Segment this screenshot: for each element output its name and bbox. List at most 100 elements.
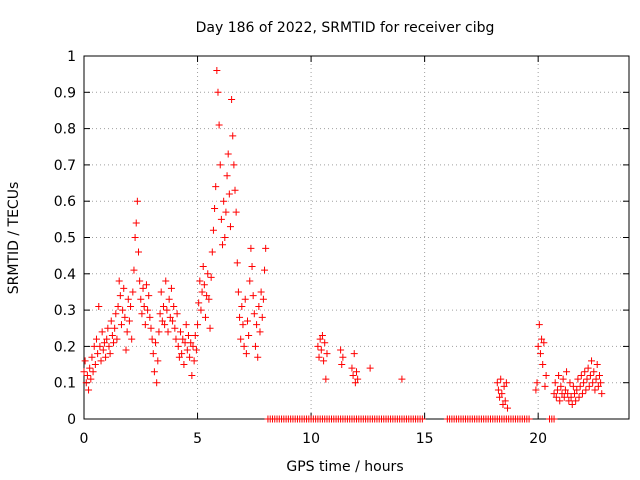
- data-point: [581, 368, 589, 376]
- data-point: [104, 324, 112, 332]
- data-point: [200, 281, 208, 289]
- data-point: [86, 364, 94, 372]
- data-point: [231, 186, 239, 194]
- data-point: [551, 379, 559, 387]
- data-point: [156, 310, 164, 318]
- data-point: [100, 339, 108, 347]
- data-point: [542, 371, 550, 379]
- data-point: [205, 295, 213, 303]
- data-point: [315, 353, 323, 361]
- data-point: [598, 390, 606, 398]
- data-point: [552, 393, 560, 401]
- data-point: [577, 371, 585, 379]
- data-point: [555, 371, 563, 379]
- data-point: [99, 346, 107, 354]
- y-tick-label: 0.6: [54, 194, 76, 210]
- data-point: [354, 375, 362, 383]
- data-point: [112, 310, 120, 318]
- data-point: [186, 353, 194, 361]
- data-point: [123, 328, 131, 336]
- data-point: [144, 306, 152, 314]
- data-point: [556, 397, 564, 405]
- data-point: [538, 335, 546, 343]
- y-tick-label: 0.1: [54, 376, 76, 392]
- x-axis-label: GPS time / hours: [286, 459, 403, 475]
- data-point: [198, 288, 206, 296]
- data-point: [190, 357, 198, 365]
- y-tick-label: 1: [67, 49, 76, 65]
- data-point: [261, 266, 269, 274]
- data-point: [230, 161, 238, 169]
- data-point: [196, 277, 204, 285]
- data-point: [236, 313, 244, 321]
- data-point: [89, 368, 97, 376]
- data-point: [170, 302, 178, 310]
- data-point: [550, 390, 558, 398]
- data-point: [246, 277, 254, 285]
- data-point: [557, 382, 565, 390]
- data-point: [256, 328, 264, 336]
- data-point: [87, 375, 95, 383]
- data-point: [149, 350, 157, 358]
- data-point: [222, 208, 230, 216]
- data-point: [138, 310, 146, 318]
- data-point: [224, 150, 232, 158]
- data-point: [129, 288, 137, 296]
- data-point: [142, 281, 150, 289]
- data-point: [106, 350, 114, 358]
- data-point: [497, 375, 505, 383]
- data-point: [597, 379, 605, 387]
- data-point: [103, 335, 111, 343]
- data-point: [158, 317, 166, 325]
- data-point: [576, 382, 584, 390]
- data-point: [175, 353, 183, 361]
- data-point: [241, 295, 249, 303]
- data-point: [209, 226, 217, 234]
- data-point: [541, 382, 549, 390]
- data-point: [500, 382, 508, 390]
- data-point: [95, 302, 103, 310]
- data-point: [249, 292, 257, 300]
- data-point: [127, 302, 135, 310]
- data-point: [592, 375, 600, 383]
- data-point: [567, 393, 575, 401]
- data-point: [211, 204, 219, 212]
- data-point: [586, 371, 594, 379]
- data-point: [187, 339, 195, 347]
- data-point: [564, 390, 572, 398]
- data-point: [145, 292, 153, 300]
- data-point: [568, 400, 576, 408]
- data-point: [216, 161, 224, 169]
- y-tick-label: 0.9: [54, 85, 76, 101]
- data-point: [164, 328, 172, 336]
- data-point: [584, 364, 592, 372]
- data-point: [257, 288, 265, 296]
- data-point: [207, 273, 215, 281]
- data-point: [571, 390, 578, 398]
- data-point: [574, 375, 582, 383]
- x-tick-label: 20: [529, 431, 547, 447]
- data-point: [580, 379, 588, 387]
- data-point: [259, 295, 267, 303]
- data-point: [226, 223, 234, 231]
- data-point: [167, 284, 175, 292]
- data-point: [232, 208, 240, 216]
- data-point: [318, 332, 326, 340]
- data-point: [111, 324, 119, 332]
- data-point: [130, 266, 138, 274]
- data-point: [583, 375, 591, 383]
- data-point: [242, 350, 250, 358]
- data-point: [572, 397, 580, 405]
- data-point: [585, 382, 593, 390]
- data-point: [248, 263, 256, 271]
- data-point: [595, 371, 603, 379]
- data-point: [115, 277, 123, 285]
- data-point: [96, 342, 104, 350]
- data-point: [563, 368, 571, 376]
- data-point: [339, 353, 347, 361]
- data-point: [150, 368, 158, 376]
- data-point: [229, 132, 237, 140]
- y-tick-label: 0.3: [54, 303, 76, 319]
- data-point: [337, 346, 345, 354]
- data-point: [582, 386, 590, 394]
